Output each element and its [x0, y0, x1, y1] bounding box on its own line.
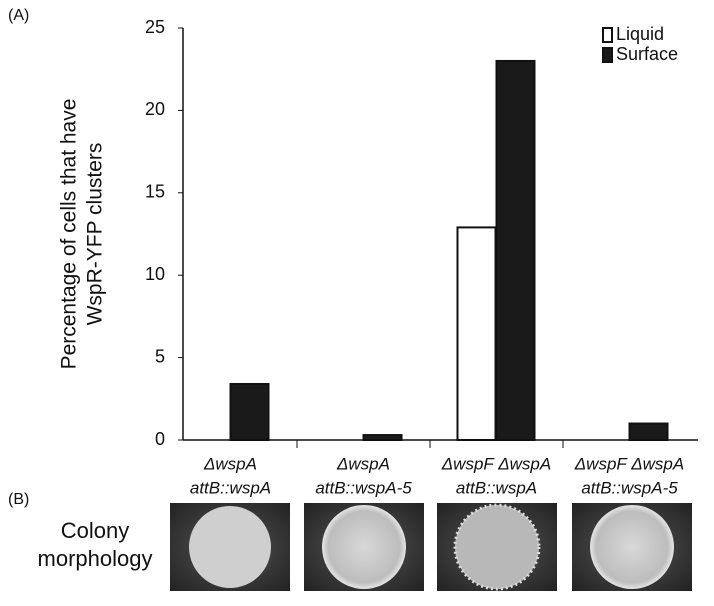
- panel-label: (B): [8, 491, 29, 508]
- x-tick-label: attB::wspA-5: [315, 478, 412, 497]
- y-axis-label: Percentage of cells that have: [58, 99, 81, 370]
- legend-label: Liquid: [616, 24, 664, 44]
- colony-label: morphology: [38, 546, 153, 571]
- x-tick-label: attB::wspA: [456, 478, 537, 497]
- x-tick-label: attB::wspA-5: [581, 478, 678, 497]
- y-tick-label: 15: [145, 182, 165, 202]
- x-tick-label: ΔwspA: [203, 454, 257, 473]
- y-tick-label: 0: [155, 429, 165, 449]
- bar: [362, 434, 403, 441]
- bar: [456, 226, 497, 441]
- x-tick-label: ΔwspF ΔwspA: [441, 454, 551, 473]
- panel-label: (A): [8, 7, 29, 24]
- legend-swatch: [602, 47, 613, 63]
- bar: [628, 422, 669, 441]
- y-axis-label: WspR-YFP clusters: [84, 143, 107, 326]
- colony-label: Colony: [61, 518, 129, 543]
- x-tick-label: ΔwspA: [336, 454, 390, 473]
- legend-label: Surface: [616, 44, 678, 64]
- legend-swatch: [602, 27, 613, 43]
- y-tick-label: 20: [145, 99, 165, 119]
- y-tick-label: 5: [155, 346, 165, 366]
- colony-images: [170, 503, 692, 591]
- y-tick-label: 25: [145, 17, 165, 37]
- x-tick-label: attB::wspA: [190, 478, 271, 497]
- y-tick-label: 10: [145, 264, 165, 284]
- bar: [229, 382, 270, 441]
- bar: [495, 59, 536, 442]
- x-tick-label: ΔwspF ΔwspA: [574, 454, 684, 473]
